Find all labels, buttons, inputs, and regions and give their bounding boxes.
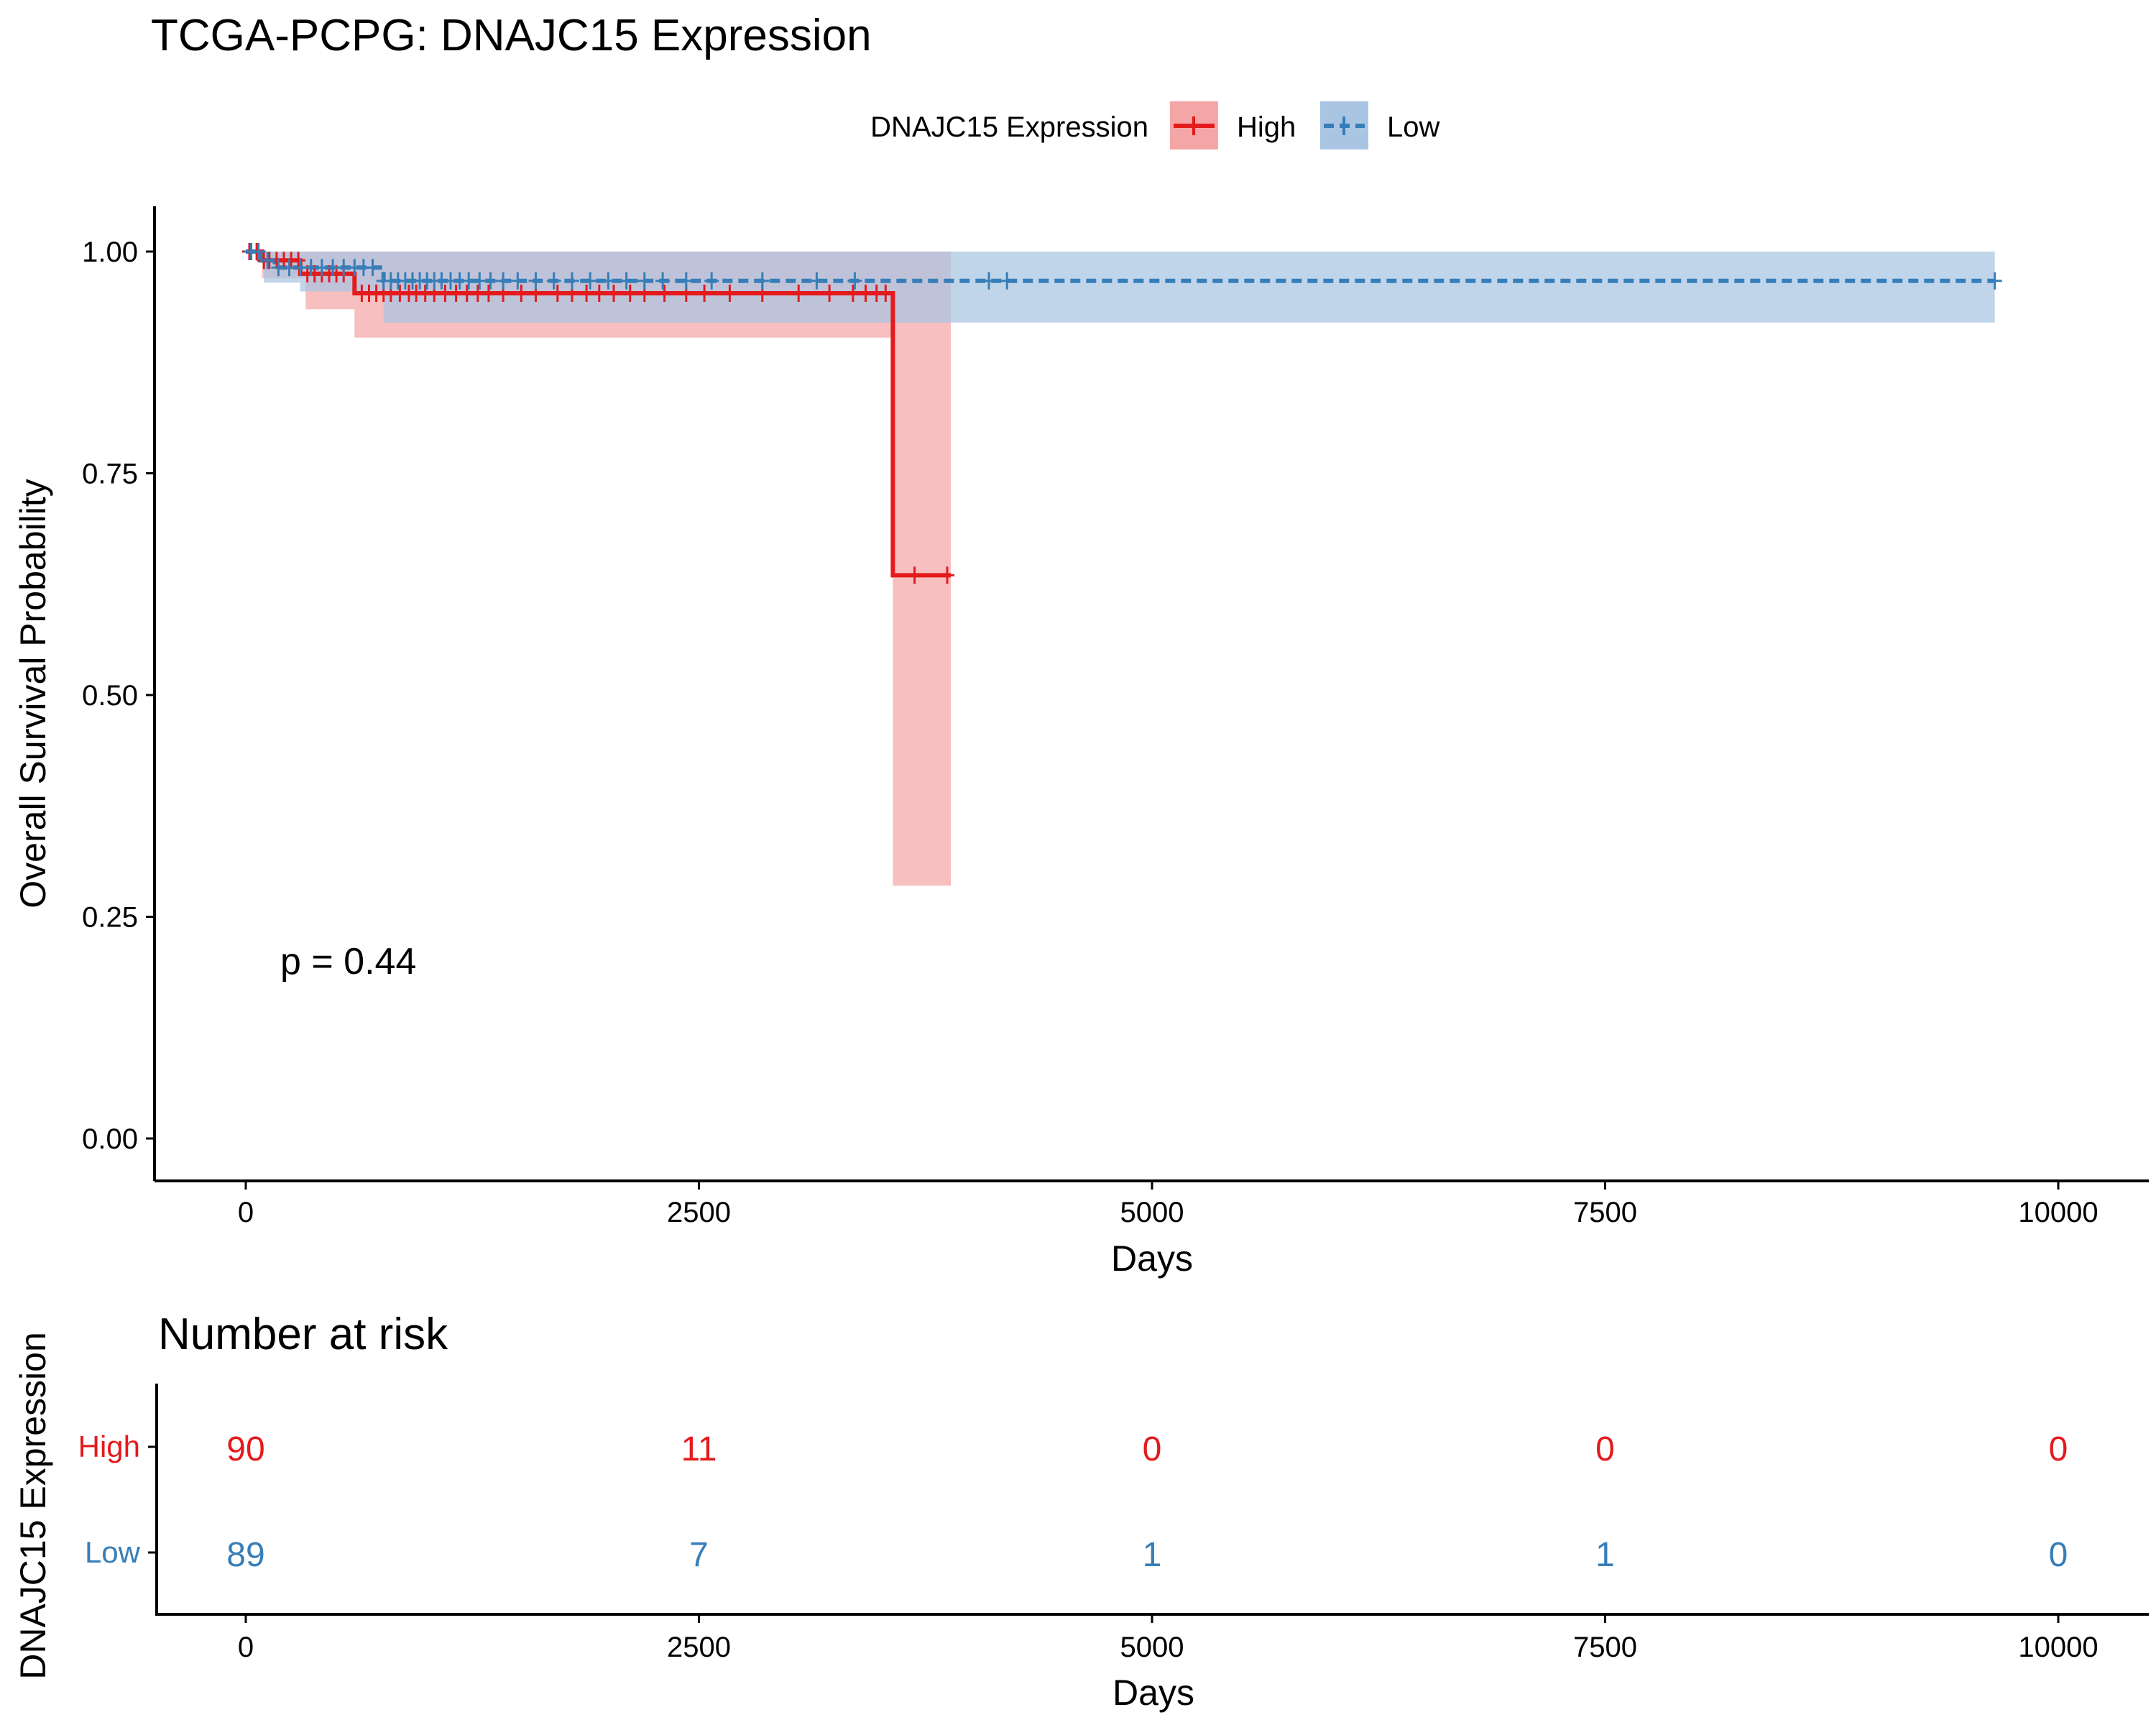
x-tick-label: 2500 [667, 1197, 731, 1228]
risk-count-low: 1 [1143, 1536, 1162, 1574]
risk-x-tick-label: 2500 [667, 1632, 731, 1663]
risk-row-label-high: High [78, 1430, 140, 1463]
risk-count-low: 0 [2049, 1536, 2068, 1574]
censor-marks [242, 243, 2002, 584]
risk-x-tick-label: 7500 [1573, 1632, 1637, 1663]
risk-count-high: 0 [2049, 1430, 2068, 1468]
confidence-bands [246, 252, 1995, 886]
x-tick-label: 7500 [1573, 1197, 1637, 1228]
risk-count-high: 90 [226, 1430, 264, 1468]
risk-x-tick-label: 5000 [1120, 1632, 1184, 1663]
y-axis-ticks: 0.00 0.25 0.50 0.75 1.00 [82, 236, 155, 1155]
risk-count-low: 7 [689, 1536, 709, 1574]
y-tick-label: 0.50 [82, 680, 138, 712]
y-tick-label: 0.75 [82, 459, 138, 490]
ci-band-low [246, 252, 1995, 323]
risk-table-x-ticks: 0 2500 5000 7500 10000 [238, 1614, 2099, 1663]
risk-x-tick-label: 10000 [2018, 1632, 2098, 1663]
km-plot-area [242, 243, 2002, 886]
y-axis-label: Overall Survival Probability [13, 479, 53, 908]
p-value-annotation: p = 0.44 [280, 941, 416, 983]
x-axis-ticks: 0 2500 5000 7500 10000 [238, 1181, 2099, 1228]
risk-count-high: 0 [1143, 1430, 1162, 1468]
x-tick-label: 5000 [1120, 1197, 1184, 1228]
risk-count-low: 89 [226, 1536, 264, 1574]
legend-label-high: High [1237, 111, 1296, 143]
x-tick-label: 0 [238, 1197, 254, 1228]
x-axis: 0 2500 5000 7500 10000 Days [155, 1179, 2149, 1279]
legend-title: DNAJC15 Expression [870, 111, 1148, 143]
chart-title: TCGA-PCPG: DNAJC15 Expression [151, 11, 872, 60]
risk-table-y-axis-label: DNAJC15 Expression [13, 1332, 53, 1680]
y-tick-label: 1.00 [82, 236, 138, 268]
risk-table-x-axis-label: Days [1112, 1673, 1194, 1713]
x-tick-label: 10000 [2018, 1197, 2098, 1228]
legend-label-low: Low [1387, 111, 1439, 143]
risk-count-low: 1 [1595, 1536, 1615, 1574]
y-axis: 0.00 0.25 0.50 0.75 1.00 Overall Survival Pr… [13, 206, 156, 1181]
risk-table-title: Number at risk [158, 1310, 448, 1359]
y-tick-label: 0.00 [82, 1123, 138, 1155]
risk-count-high: 11 [681, 1430, 717, 1468]
risk-row-label-low: Low [85, 1535, 141, 1569]
y-tick-label: 0.25 [82, 902, 138, 934]
risk-count-high: 0 [1595, 1430, 1615, 1468]
risk-x-tick-label: 0 [238, 1632, 254, 1663]
legend: DNAJC15 Expression High Low [870, 101, 1439, 150]
x-axis-label: Days [1111, 1238, 1193, 1279]
